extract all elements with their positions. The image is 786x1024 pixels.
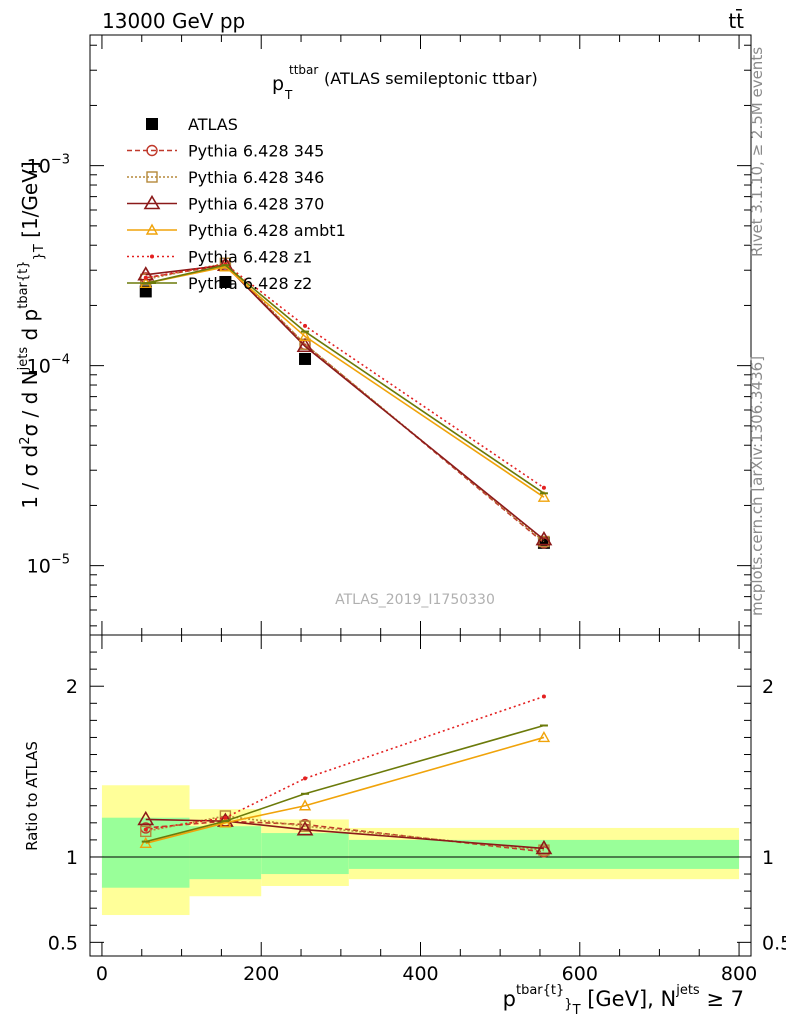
marker-triangle: [535, 839, 553, 855]
ratio-series-pythia-6-428-ambt1: [139, 731, 551, 849]
main-y-tick-label: 10−4: [27, 353, 70, 378]
title-subscript: T: [284, 88, 293, 102]
x-tick-label: 200: [243, 963, 279, 985]
main-axis-ticks: 10−5 10−4 10−3: [27, 35, 751, 635]
analysis-watermark: ATLAS_2019_I1750330: [335, 592, 495, 608]
main-series-layer: [137, 256, 553, 549]
process-label: tt̄: [728, 8, 744, 33]
legend-label: Pythia 6.428 346: [188, 168, 324, 187]
x-axis-label: ptbar{t}}T [GeV], Njets ≥ 7: [503, 983, 744, 1018]
series-line: [145, 262, 545, 543]
marker-triangle: [137, 810, 155, 826]
svg-text:ptbar{t}}T [GeV], Njets ≥ 7: ptbar{t}}T [GeV], Njets ≥ 7: [503, 983, 744, 1018]
marker-triangle: [537, 490, 551, 502]
marker-triangle: [143, 194, 161, 210]
marker-triangle: [296, 821, 314, 836]
mcplots-source-label: mcplots.cern.ch [arXiv:1306.3436]: [748, 356, 766, 616]
marker-square: [146, 171, 158, 183]
legend-label: ATLAS: [188, 115, 238, 134]
ratio-y-tick-label-right: 0.5: [762, 932, 786, 954]
legend: ATLAS Pythia 6.428 345 Pythia 6.428 346 Pyt…: [127, 115, 346, 293]
data-point: [139, 285, 152, 298]
legend-label: Pythia 6.428 370: [188, 195, 324, 214]
marker-dot: [150, 254, 154, 259]
ratio-y-tick-label-right: 1: [762, 847, 774, 869]
ratio-line: [145, 818, 545, 850]
ratio-line: [145, 736, 545, 845]
main-y-tick-label: 10−3: [27, 153, 70, 178]
data-point: [146, 118, 158, 130]
marker-triangle: [298, 799, 312, 811]
main-y-tick-label: 10−5: [27, 553, 70, 578]
data-point: [219, 275, 232, 288]
series-line: [145, 264, 545, 544]
rivet-version-label: Rivet 3.1.10, ≥ 2.5M events: [748, 47, 766, 257]
data-point: [299, 352, 312, 365]
marker-triangle: [298, 329, 312, 342]
series-pythia-6-428-z1: [143, 262, 546, 490]
marker-triangle: [145, 223, 159, 235]
marker-dot: [541, 485, 546, 490]
ratio-y-tick-label: 0.5: [48, 932, 78, 954]
series-line: [145, 265, 545, 498]
ratio-y-axis-label: Ratio to ATLAS: [23, 741, 41, 851]
title-superscript: ttbar: [289, 63, 318, 77]
legend-label: Pythia 6.428 345: [188, 142, 324, 161]
marker-square: [140, 825, 152, 838]
legend-entry: Pythia 6.428 ambt1: [127, 221, 346, 240]
series-line: [145, 263, 545, 489]
title-text: (ATLAS semileptonic ttbar): [324, 69, 538, 88]
series-pythia-6-428-345: [140, 259, 550, 549]
ratio-line: [145, 724, 545, 843]
legend-entry: ATLAS: [146, 115, 238, 134]
legend-entry: Pythia 6.428 z2: [127, 274, 312, 293]
series-pythia-6-428-ambt1: [139, 260, 551, 502]
marker-triangle: [296, 337, 314, 353]
ratio-y-tick-label: 1: [66, 847, 78, 869]
series-line: [145, 264, 545, 541]
x-tick-label: 600: [562, 963, 598, 985]
legend-entry: Pythia 6.428 370: [127, 195, 324, 214]
stat-uncertainty-band: [348, 839, 740, 869]
marker-dot: [303, 776, 308, 781]
series-pythia-6-428-346: [140, 257, 550, 548]
svg-text:1 / σ d2σ / d Njets d ptbar{t}: 1 / σ d2σ / d Njets d ptbar{t}}T [1/GeV]: [16, 161, 47, 508]
marker-dot: [541, 694, 546, 699]
collision-label: 13000 GeV pp: [102, 9, 245, 33]
x-tick-label: 400: [402, 963, 438, 985]
marker-dot: [143, 275, 148, 280]
marker-triangle: [537, 731, 551, 743]
ratio-y-tick-label-right: 2: [762, 676, 774, 698]
legend-entry: Pythia 6.428 345: [127, 142, 324, 161]
x-tick-label: 800: [721, 963, 757, 985]
ratio-uncertainty-bands: [101, 785, 740, 916]
series-line: [145, 264, 545, 494]
legend-entry: Pythia 6.428 346: [127, 168, 324, 187]
ratio-line: [145, 695, 545, 831]
marker-dot: [303, 323, 308, 328]
ratio-y-tick-label: 2: [66, 676, 78, 698]
marker-dot: [143, 827, 148, 832]
stat-uncertainty-band: [189, 826, 262, 880]
stat-uncertainty-band: [261, 833, 349, 875]
series-atlas: [139, 275, 550, 549]
legend-label: Pythia 6.428 z1: [188, 248, 312, 267]
marker-circle: [146, 144, 158, 157]
legend-label: Pythia 6.428 ambt1: [188, 221, 346, 240]
marker-dot: [223, 815, 228, 820]
legend-entry: Pythia 6.428 z1: [127, 248, 312, 267]
ratio-series-layer: [137, 694, 553, 858]
ratio-series-pythia-6-428-z1: [143, 694, 546, 832]
plot-title: p ttbar T (ATLAS semileptonic ttbar): [272, 63, 538, 102]
title-symbol: p: [272, 73, 284, 95]
ratio-series-pythia-6-428-z2: [141, 724, 548, 843]
x-tick-label: 0: [96, 963, 108, 985]
series-pythia-6-428-370: [137, 256, 553, 546]
marker-triangle: [139, 836, 152, 849]
main-y-axis-label: 1 / σ d2σ / d Njets d ptbar{t}}T [1/GeV]: [16, 161, 47, 508]
marker-triangle: [535, 530, 553, 546]
legend-label: Pythia 6.428 z2: [188, 274, 312, 293]
